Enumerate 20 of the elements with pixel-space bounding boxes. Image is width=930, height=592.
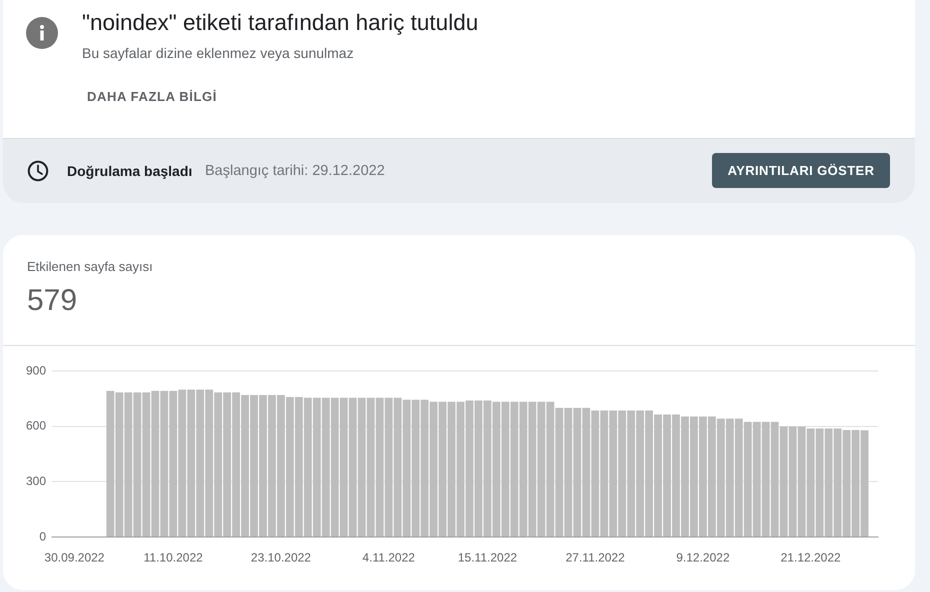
x-tick-label: 15.11.2022 xyxy=(458,550,518,565)
x-tick-label: 23.10.2022 xyxy=(250,550,312,565)
y-tick-label: 600 xyxy=(26,418,46,433)
text: Başlangıç tarihi: 29.12.2022 xyxy=(205,162,385,180)
text: Etkilenen sayfa sayısı xyxy=(27,259,153,275)
details-button[interactable]: AYRINTILARI GÖSTER xyxy=(712,153,890,188)
x-tick-label: 27.11.2022 xyxy=(566,550,626,565)
text: DAHA FAZLA BİLGİ xyxy=(87,89,217,105)
x-tick-label: 9.12.2022 xyxy=(676,550,730,565)
x-tick-label: 30.09.2022 xyxy=(44,550,105,565)
y-tick-label: 0 xyxy=(39,529,46,544)
x-tick-label: 21.12.2022 xyxy=(780,550,842,565)
text: Doğrulama başladı xyxy=(67,163,192,180)
text: 579 xyxy=(27,284,78,318)
y-tick-label: 900 xyxy=(26,363,46,378)
x-tick-label: 11.10.2022 xyxy=(144,550,204,565)
chart-subtitle: Bu sayfalar dizine eklenmez veya sunulmaz xyxy=(82,44,354,62)
x-tick-label: 4.11.2022 xyxy=(362,550,416,565)
y-tick-label: 300 xyxy=(26,474,46,488)
chart-title: "noindex" etiketi tarafından hariç tutuldu xyxy=(82,9,478,37)
